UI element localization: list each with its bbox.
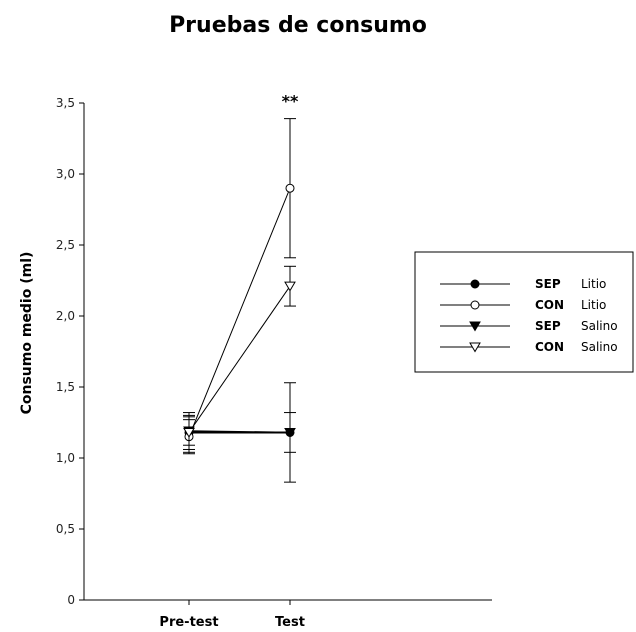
legend-treatment-label: Salino	[581, 340, 618, 354]
legend-marker	[470, 300, 480, 310]
series-con-salino	[183, 265, 296, 453]
data-point	[284, 281, 296, 292]
y-tick-label: 1,5	[56, 380, 75, 394]
legend-group-label: CON	[535, 298, 564, 312]
legend-marker	[469, 321, 481, 332]
legend-box	[414, 251, 634, 373]
series-line	[188, 285, 291, 433]
y-tick-label: 2,0	[56, 309, 75, 323]
legend-treatment-label: Salino	[581, 319, 618, 333]
x-tick-label: Test	[275, 615, 305, 630]
legend-group-label: CON	[535, 340, 564, 354]
legend-treatment-label: Litio	[581, 298, 606, 312]
y-axis-label: Consumo medio (ml)	[19, 252, 35, 415]
y-tick-label: 3,0	[56, 167, 75, 181]
legend-entry: CON Litio	[440, 298, 606, 312]
y-tick-label: 0	[67, 593, 75, 607]
data-point	[284, 427, 296, 438]
y-tick-label: 1,0	[56, 451, 75, 465]
series-line	[188, 188, 291, 437]
significance-marker: **	[282, 92, 299, 111]
legend-group-label: SEP	[535, 277, 561, 291]
legend-marker	[469, 342, 481, 353]
legend-entry: SEP Litio	[440, 277, 606, 291]
data-point	[285, 183, 295, 193]
legend-entry: SEP Salino	[440, 319, 618, 333]
legend-entry: CON Salino	[440, 340, 618, 354]
y-axis: 0 0,5 1,0 1,5 2,0 2,5 3,0 3,5	[56, 96, 85, 607]
legend: SEP Litio CON Litio SEP Salino CON Salino	[414, 251, 634, 373]
data-point	[183, 427, 195, 438]
y-tick-label: 0,5	[56, 522, 75, 536]
legend-group-label: SEP	[535, 319, 561, 333]
series-line	[188, 430, 291, 434]
chart-title: Pruebas de consumo	[169, 13, 427, 38]
series-con-litio	[183, 118, 296, 455]
x-tick-label: Pre-test	[159, 615, 218, 630]
x-axis: Pre-test Test	[84, 599, 492, 630]
y-tick-label: 3,5	[56, 96, 75, 110]
series-layer: **	[183, 92, 299, 483]
y-tick-label: 2,5	[56, 238, 75, 252]
legend-treatment-label: Litio	[581, 277, 606, 291]
legend-marker	[470, 279, 480, 289]
